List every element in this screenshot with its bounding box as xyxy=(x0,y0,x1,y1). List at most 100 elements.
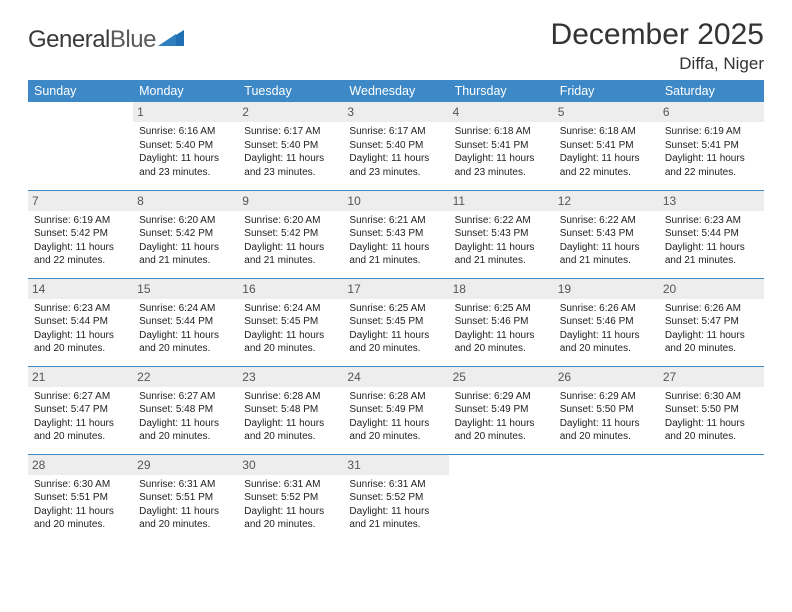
sunrise-text: Sunrise: 6:17 AM xyxy=(349,125,442,139)
calendar-day-cell xyxy=(554,454,659,542)
sunrise-text: Sunrise: 6:19 AM xyxy=(665,125,758,139)
daylight-text: Daylight: 11 hours xyxy=(455,241,548,255)
daylight-text: Daylight: 11 hours xyxy=(665,152,758,166)
daylight-text: and 21 minutes. xyxy=(349,518,442,532)
calendar-week-row: 1Sunrise: 6:16 AMSunset: 5:40 PMDaylight… xyxy=(28,102,764,190)
sunset-text: Sunset: 5:40 PM xyxy=(139,139,232,153)
daylight-text: Daylight: 11 hours xyxy=(34,329,127,343)
sunset-text: Sunset: 5:46 PM xyxy=(560,315,653,329)
calendar-day-cell xyxy=(28,102,133,190)
weekday-header: Tuesday xyxy=(238,80,343,102)
sunset-text: Sunset: 5:48 PM xyxy=(139,403,232,417)
daylight-text: and 20 minutes. xyxy=(34,518,127,532)
daylight-text: and 20 minutes. xyxy=(455,430,548,444)
sunrise-text: Sunrise: 6:23 AM xyxy=(34,302,127,316)
sunset-text: Sunset: 5:42 PM xyxy=(139,227,232,241)
sunset-text: Sunset: 5:50 PM xyxy=(665,403,758,417)
title-block: December 2025 Diffa, Niger xyxy=(551,18,764,74)
calendar-day-cell: 16Sunrise: 6:24 AMSunset: 5:45 PMDayligh… xyxy=(238,278,343,366)
calendar-day-cell: 10Sunrise: 6:21 AMSunset: 5:43 PMDayligh… xyxy=(343,190,448,278)
sunset-text: Sunset: 5:42 PM xyxy=(34,227,127,241)
daylight-text: Daylight: 11 hours xyxy=(244,417,337,431)
daylight-text: Daylight: 11 hours xyxy=(34,505,127,519)
daylight-text: Daylight: 11 hours xyxy=(455,417,548,431)
day-number: 6 xyxy=(659,102,764,122)
sunrise-text: Sunrise: 6:25 AM xyxy=(455,302,548,316)
brand-triangle-icon xyxy=(158,28,186,53)
sunset-text: Sunset: 5:52 PM xyxy=(244,491,337,505)
calendar-day-cell: 26Sunrise: 6:29 AMSunset: 5:50 PMDayligh… xyxy=(554,366,659,454)
sunrise-text: Sunrise: 6:18 AM xyxy=(455,125,548,139)
brand-text: GeneralBlue xyxy=(28,26,156,54)
daylight-text: and 20 minutes. xyxy=(139,342,232,356)
calendar-day-cell: 27Sunrise: 6:30 AMSunset: 5:50 PMDayligh… xyxy=(659,366,764,454)
calendar-day-cell: 22Sunrise: 6:27 AMSunset: 5:48 PMDayligh… xyxy=(133,366,238,454)
calendar-day-cell: 13Sunrise: 6:23 AMSunset: 5:44 PMDayligh… xyxy=(659,190,764,278)
daylight-text: and 20 minutes. xyxy=(34,342,127,356)
day-number: 15 xyxy=(133,279,238,299)
daylight-text: and 23 minutes. xyxy=(349,166,442,180)
sunset-text: Sunset: 5:48 PM xyxy=(244,403,337,417)
day-number: 5 xyxy=(554,102,659,122)
sunrise-text: Sunrise: 6:31 AM xyxy=(139,478,232,492)
sunrise-text: Sunrise: 6:24 AM xyxy=(244,302,337,316)
daylight-text: Daylight: 11 hours xyxy=(560,417,653,431)
sunset-text: Sunset: 5:49 PM xyxy=(349,403,442,417)
calendar-day-cell xyxy=(659,454,764,542)
sunrise-text: Sunrise: 6:24 AM xyxy=(139,302,232,316)
sunrise-text: Sunrise: 6:19 AM xyxy=(34,214,127,228)
daylight-text: and 21 minutes. xyxy=(455,254,548,268)
daylight-text: and 23 minutes. xyxy=(455,166,548,180)
location-label: Diffa, Niger xyxy=(551,54,764,74)
calendar-day-cell: 14Sunrise: 6:23 AMSunset: 5:44 PMDayligh… xyxy=(28,278,133,366)
sunset-text: Sunset: 5:47 PM xyxy=(34,403,127,417)
calendar-table: Sunday Monday Tuesday Wednesday Thursday… xyxy=(28,80,764,542)
sunset-text: Sunset: 5:44 PM xyxy=(665,227,758,241)
daylight-text: and 22 minutes. xyxy=(665,166,758,180)
weekday-header: Thursday xyxy=(449,80,554,102)
day-number: 30 xyxy=(238,455,343,475)
day-number: 25 xyxy=(449,367,554,387)
day-number: 27 xyxy=(659,367,764,387)
daylight-text: Daylight: 11 hours xyxy=(244,329,337,343)
calendar-week-row: 21Sunrise: 6:27 AMSunset: 5:47 PMDayligh… xyxy=(28,366,764,454)
daylight-text: and 20 minutes. xyxy=(560,430,653,444)
day-number: 7 xyxy=(28,191,133,211)
day-number: 9 xyxy=(238,191,343,211)
day-number: 23 xyxy=(238,367,343,387)
sunrise-text: Sunrise: 6:25 AM xyxy=(349,302,442,316)
day-number: 13 xyxy=(659,191,764,211)
daylight-text: Daylight: 11 hours xyxy=(139,152,232,166)
daylight-text: and 20 minutes. xyxy=(560,342,653,356)
daylight-text: Daylight: 11 hours xyxy=(349,241,442,255)
sunset-text: Sunset: 5:49 PM xyxy=(455,403,548,417)
daylight-text: Daylight: 11 hours xyxy=(34,417,127,431)
daylight-text: and 20 minutes. xyxy=(139,430,232,444)
sunset-text: Sunset: 5:47 PM xyxy=(665,315,758,329)
sunset-text: Sunset: 5:46 PM xyxy=(455,315,548,329)
calendar-day-cell: 18Sunrise: 6:25 AMSunset: 5:46 PMDayligh… xyxy=(449,278,554,366)
sunrise-text: Sunrise: 6:27 AM xyxy=(34,390,127,404)
sunset-text: Sunset: 5:41 PM xyxy=(455,139,548,153)
daylight-text: and 20 minutes. xyxy=(34,430,127,444)
weekday-header-row: Sunday Monday Tuesday Wednesday Thursday… xyxy=(28,80,764,102)
sunrise-text: Sunrise: 6:31 AM xyxy=(244,478,337,492)
day-number: 8 xyxy=(133,191,238,211)
weekday-header: Friday xyxy=(554,80,659,102)
sunset-text: Sunset: 5:43 PM xyxy=(560,227,653,241)
daylight-text: and 23 minutes. xyxy=(244,166,337,180)
calendar-day-cell: 12Sunrise: 6:22 AMSunset: 5:43 PMDayligh… xyxy=(554,190,659,278)
day-number: 26 xyxy=(554,367,659,387)
calendar-day-cell: 28Sunrise: 6:30 AMSunset: 5:51 PMDayligh… xyxy=(28,454,133,542)
sunrise-text: Sunrise: 6:28 AM xyxy=(244,390,337,404)
daylight-text: and 21 minutes. xyxy=(665,254,758,268)
day-number: 21 xyxy=(28,367,133,387)
calendar-day-cell: 8Sunrise: 6:20 AMSunset: 5:42 PMDaylight… xyxy=(133,190,238,278)
day-number: 17 xyxy=(343,279,448,299)
calendar-body: 1Sunrise: 6:16 AMSunset: 5:40 PMDaylight… xyxy=(28,102,764,542)
sunset-text: Sunset: 5:43 PM xyxy=(349,227,442,241)
daylight-text: Daylight: 11 hours xyxy=(455,152,548,166)
sunrise-text: Sunrise: 6:29 AM xyxy=(455,390,548,404)
day-number: 11 xyxy=(449,191,554,211)
daylight-text: Daylight: 11 hours xyxy=(139,241,232,255)
